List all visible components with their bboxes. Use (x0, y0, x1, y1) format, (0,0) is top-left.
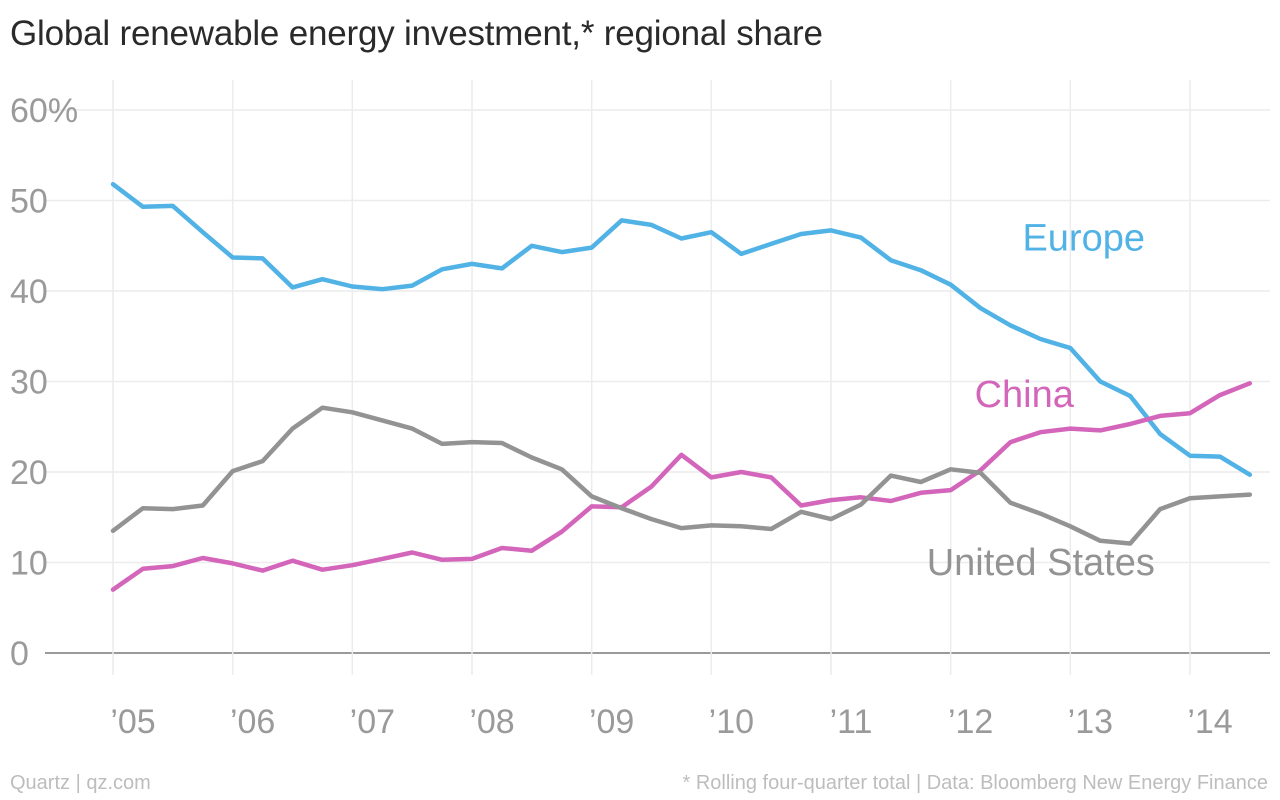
series-lines (110, 181, 1253, 592)
chart-title: Global renewable energy investment,* reg… (10, 14, 823, 53)
x-tick-label: ’05 (110, 703, 155, 741)
series-label-europe: Europe (1022, 217, 1145, 259)
x-tick-label: ’09 (589, 703, 634, 741)
x-tick-label: ’10 (709, 703, 754, 741)
series-label-china: China (975, 374, 1075, 416)
series-line-united-states (110, 405, 1253, 546)
y-axis-ticks: 0 10 20 30 40 50 60% (10, 92, 78, 673)
x-tick-label: ’07 (350, 703, 395, 741)
y-tick-label: 30 (10, 364, 48, 402)
series-labels: Europe China United States (927, 217, 1155, 584)
y-tick-label: 60% (10, 92, 78, 130)
x-tick-label: ’06 (230, 703, 275, 741)
grid (45, 80, 1270, 675)
x-tick-label: ’14 (1187, 703, 1232, 741)
y-tick-label: 50 (10, 183, 48, 221)
y-tick-label: 20 (10, 454, 48, 492)
y-tick-label: 10 (10, 545, 48, 583)
y-tick-label: 40 (10, 273, 48, 311)
x-tick-label: ’11 (830, 703, 873, 741)
series-label-united-states: United States (927, 542, 1155, 584)
source-credit: Quartz | qz.com (10, 772, 151, 794)
x-tick-label: ’13 (1068, 703, 1113, 741)
series-line-china (110, 381, 1253, 592)
footnote: * Rolling four-quarter total | Data: Blo… (682, 772, 1268, 794)
x-tick-label: ’12 (948, 703, 993, 741)
x-axis-ticks: ’05 ’06 ’07 ’08 ’09 ’10 ’11 ’12 ’13 ’14 (110, 703, 1232, 741)
x-tick-label: ’08 (469, 703, 514, 741)
series-line-europe (110, 181, 1253, 477)
y-tick-label: 0 (10, 635, 29, 673)
